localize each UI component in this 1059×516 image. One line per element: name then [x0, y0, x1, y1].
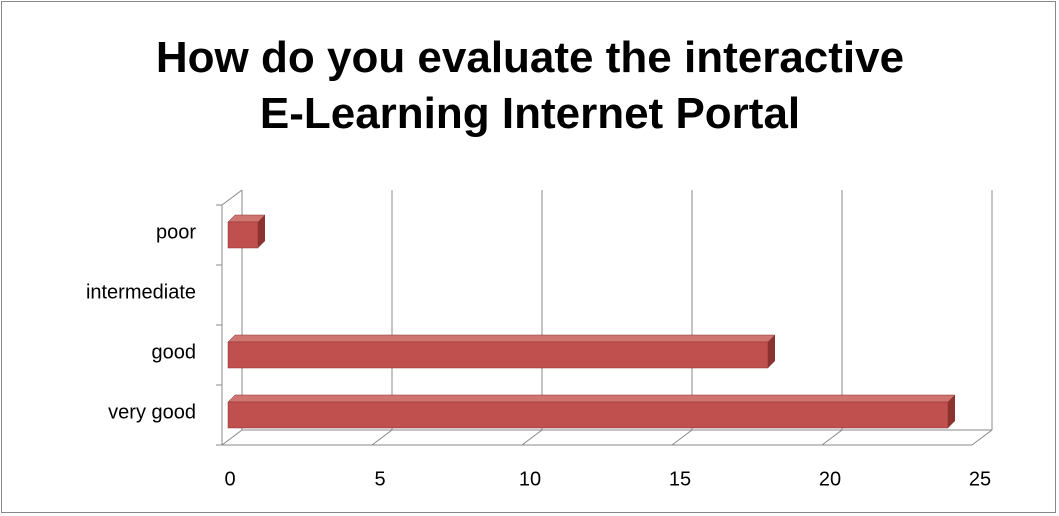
y-tick-label: good [152, 341, 197, 363]
bar [227, 334, 776, 369]
bar [227, 394, 956, 429]
bar-front [227, 401, 949, 429]
bar-side [768, 335, 775, 368]
floor-tick [671, 429, 693, 446]
chart-title: How do you evaluate the interactive E-Le… [155, 33, 905, 138]
bar [227, 214, 266, 249]
left-wall-top [221, 189, 243, 206]
bar-side [948, 395, 955, 428]
bar-side [258, 215, 265, 248]
y-tick-label: intermediate [86, 281, 196, 303]
bar-top [227, 394, 956, 403]
bar-front [227, 341, 769, 369]
bar-front [227, 221, 259, 249]
x-tick-label: 20 [819, 468, 841, 490]
x-tick-label: 5 [374, 468, 385, 490]
x-tick-label: 15 [669, 468, 691, 490]
x-tick-label: 10 [519, 468, 541, 490]
y-tick-label: very good [108, 401, 196, 423]
y-tick-label: poor [156, 221, 196, 243]
floor-tick [971, 429, 993, 446]
x-tick-label: 0 [224, 468, 235, 490]
bar-top [227, 334, 776, 343]
floor-tick [221, 429, 243, 446]
floor-tick [371, 429, 393, 446]
floor-tick [821, 429, 843, 446]
floor-tick [521, 429, 543, 446]
x-tick-label: 25 [969, 468, 991, 490]
